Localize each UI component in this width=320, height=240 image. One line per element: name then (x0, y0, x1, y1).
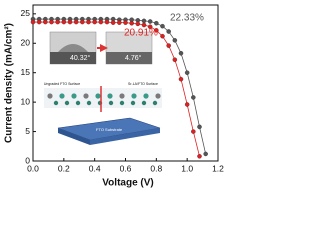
atom (143, 93, 149, 99)
marker (110, 20, 116, 25)
substrate-side (90, 128, 160, 145)
x-tick-label: 1.0 (181, 163, 193, 173)
marker (30, 19, 36, 25)
marker (86, 19, 91, 25)
marker (178, 51, 184, 56)
marker (67, 19, 73, 25)
y-tick-label: 15 (21, 67, 31, 77)
angle-label: 40.32° (70, 54, 91, 62)
x-tick-label: 0.0 (27, 163, 39, 173)
atom (108, 100, 114, 106)
marker (141, 22, 147, 28)
marker (184, 70, 190, 75)
marker (154, 20, 159, 26)
angle-label: 4.76° (125, 54, 142, 62)
marker (147, 19, 153, 24)
marker (166, 43, 171, 48)
y-tick-label: 25 (21, 8, 31, 18)
marker (80, 19, 85, 25)
x-tick-label: 0.2 (58, 163, 70, 173)
atom (155, 93, 161, 99)
atom (75, 100, 81, 106)
marker (147, 24, 153, 30)
droplet (58, 44, 88, 52)
y-tick-label: 10 (21, 96, 31, 106)
chart: 40.32° 4.76° Ungraded FTO Surface Sr-LA/… (4, 4, 224, 189)
marker (36, 19, 42, 25)
marker (98, 19, 104, 25)
marker (184, 102, 190, 107)
marker (154, 28, 159, 33)
marker (191, 129, 196, 134)
atom (53, 100, 59, 106)
y-axis-label: Current density (mA/cm²) (4, 23, 15, 143)
marker (49, 19, 54, 25)
marker (123, 20, 128, 25)
atom (64, 100, 70, 106)
marker (203, 151, 208, 157)
lattice (44, 88, 162, 108)
surface-label: Ungraded FTO Surface (44, 82, 80, 86)
marker (92, 19, 97, 25)
x-axis-label: Voltage (V) (102, 178, 153, 189)
marker (43, 19, 48, 25)
y-tick-label: 5 (25, 126, 30, 136)
series-line (33, 21, 200, 157)
atom (119, 100, 125, 106)
legend-label: 20.91% (124, 28, 158, 39)
marker (191, 95, 196, 100)
atom (141, 100, 147, 106)
x-tick-label: 0.4 (89, 163, 101, 173)
atom (86, 100, 92, 106)
marker (197, 124, 202, 130)
atom (119, 93, 125, 99)
atom (59, 93, 65, 99)
marker (172, 38, 178, 43)
marker (141, 18, 147, 24)
x-tick-label: 1.2 (212, 163, 224, 173)
marker (61, 19, 67, 25)
x-tick-label: 0.6 (120, 163, 132, 173)
photo-base (50, 52, 96, 64)
marker (104, 19, 110, 25)
substrate-label: FTO Substrate (96, 127, 123, 132)
y-tick-label: 20 (21, 38, 31, 48)
legend-label: 22.33% (170, 13, 204, 24)
substrate-side (58, 128, 90, 145)
marker (73, 19, 79, 25)
photo-base (106, 52, 152, 64)
marker (178, 76, 184, 82)
marker (55, 19, 60, 25)
atom (83, 93, 89, 99)
atom (95, 93, 101, 99)
marker (135, 21, 141, 27)
marker (129, 20, 134, 26)
atom (131, 93, 137, 99)
atom (71, 93, 77, 99)
marker (197, 154, 202, 159)
marker (160, 23, 165, 29)
atom (47, 93, 53, 99)
marker (172, 57, 178, 62)
marker (166, 29, 171, 34)
x-tick-label: 0.8 (150, 163, 162, 173)
atom (130, 100, 136, 106)
marker (160, 33, 165, 39)
surface-label: Sr-LA/FTO Surface (128, 82, 158, 86)
atom (152, 100, 158, 106)
y-tick-label: 0 (25, 155, 30, 165)
marker (117, 20, 122, 25)
atom (107, 93, 113, 99)
